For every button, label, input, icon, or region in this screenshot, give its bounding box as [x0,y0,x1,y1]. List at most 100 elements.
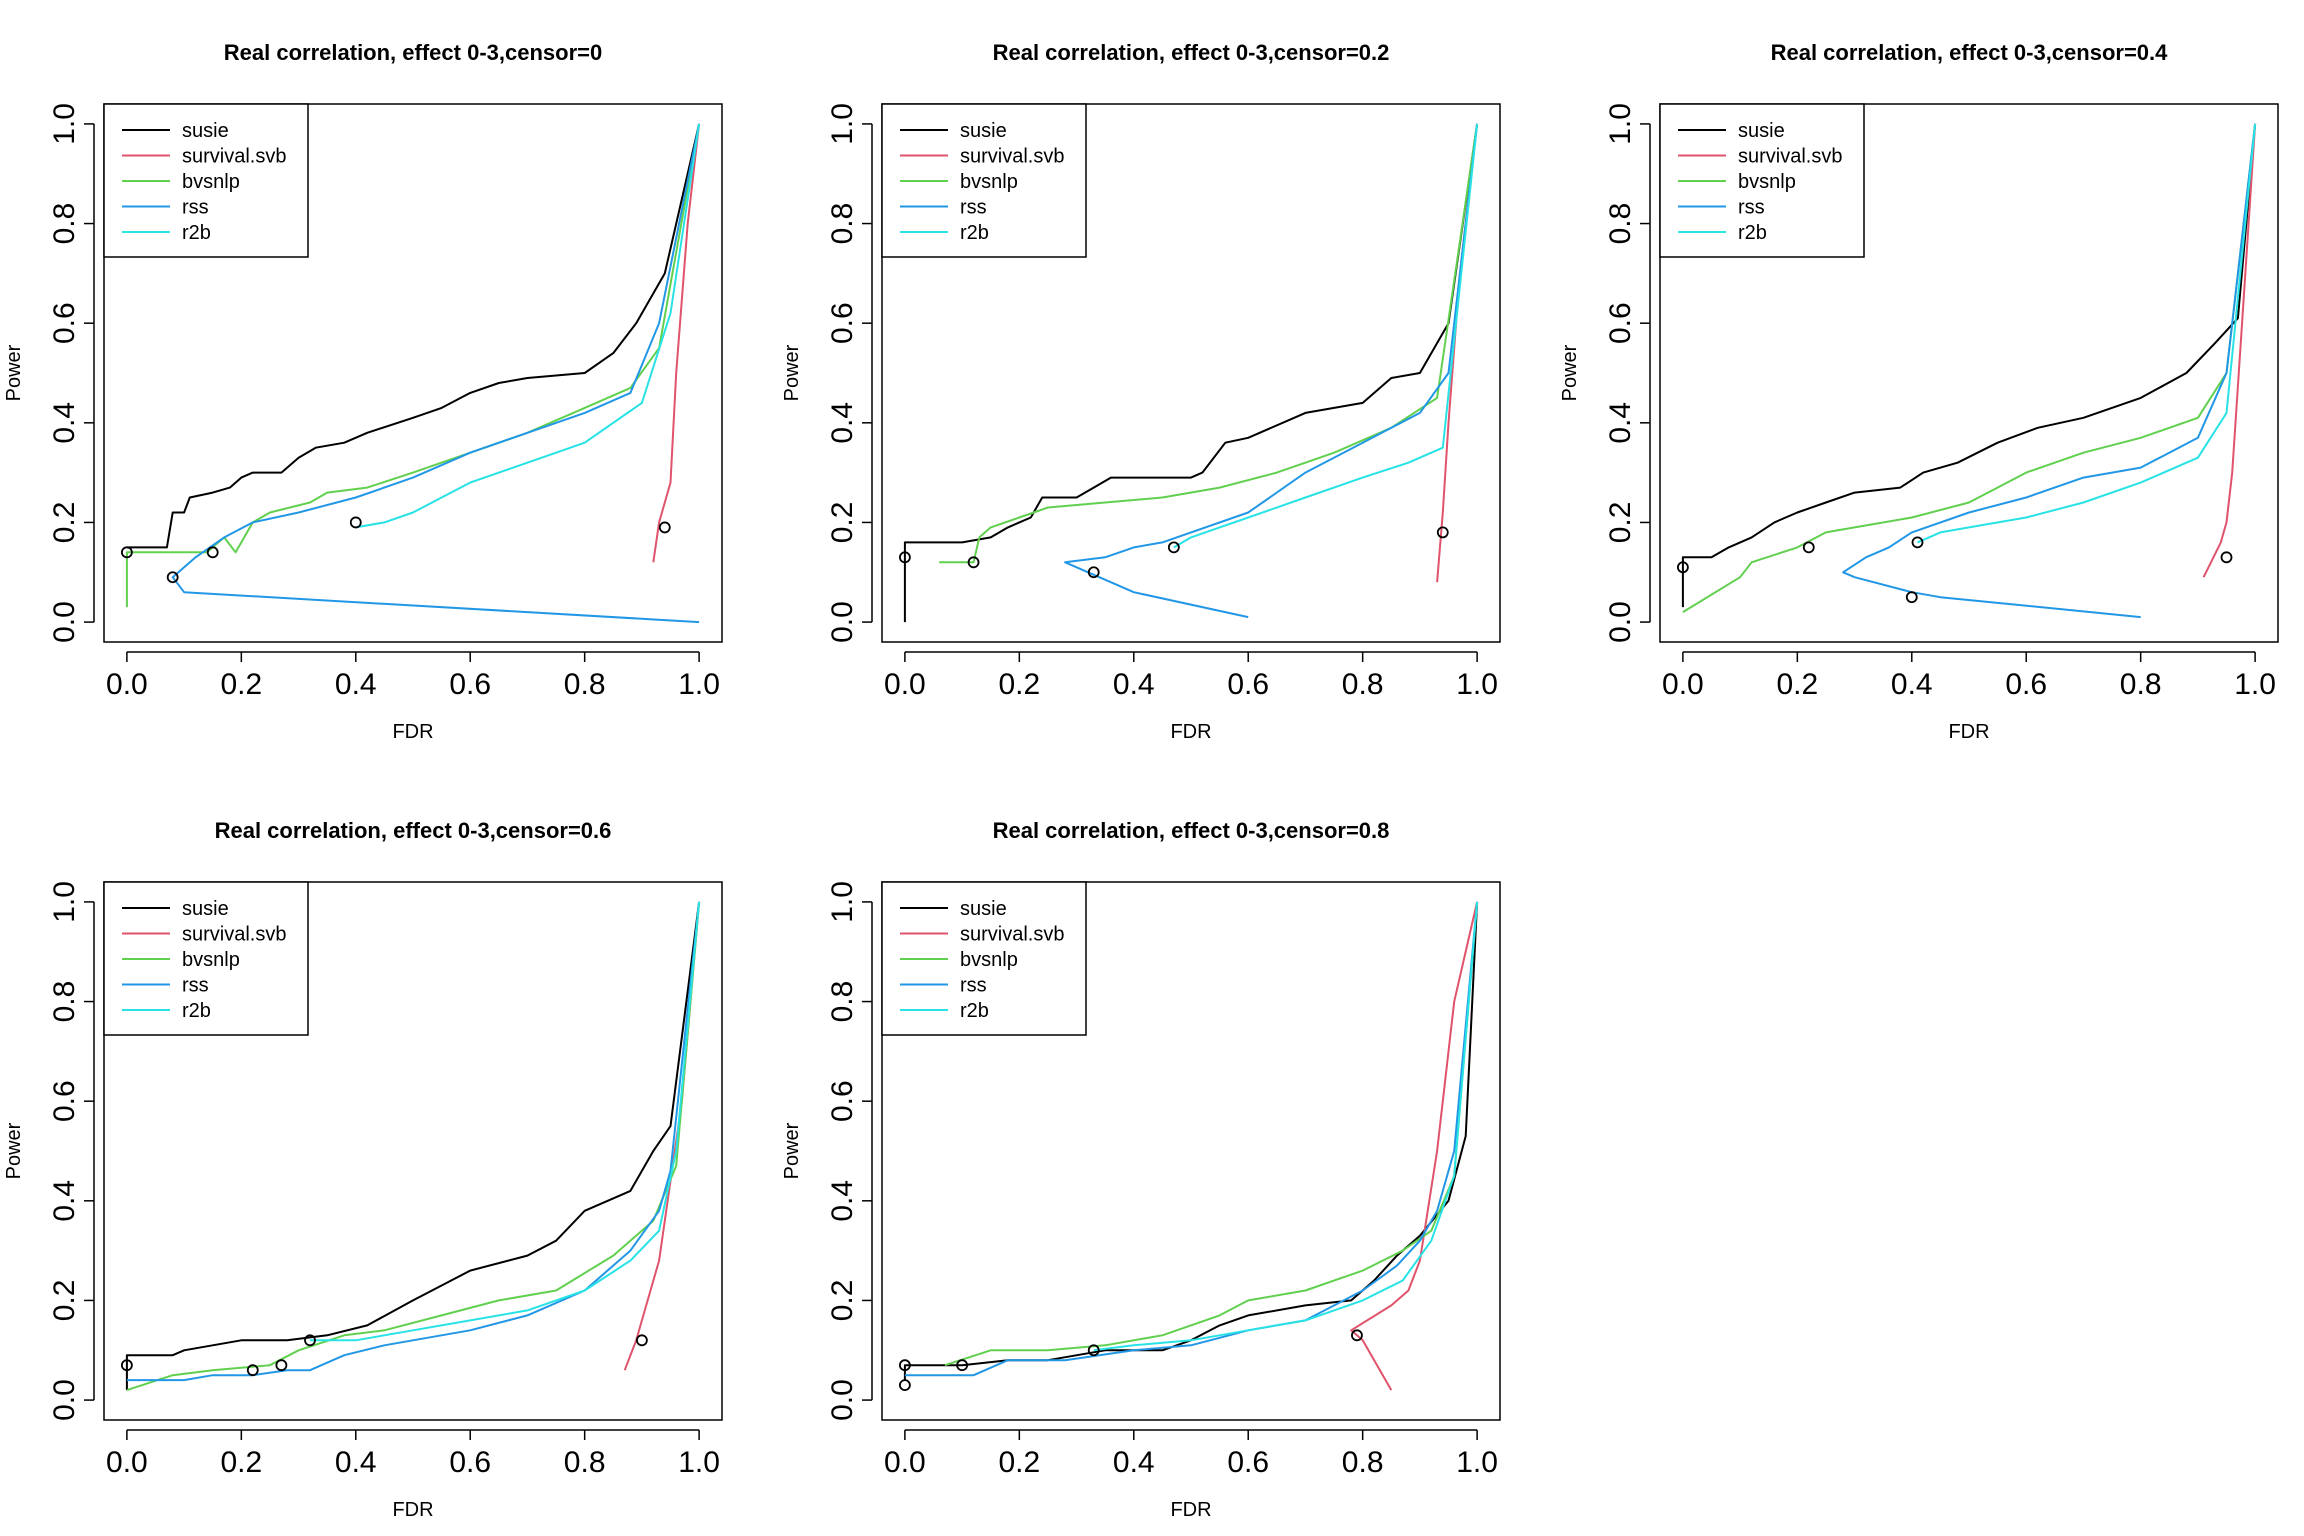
legend-label: rss [182,975,209,997]
y-tick-label: 0.4 [1604,402,1637,444]
legend-label: bvsnlp [182,171,240,193]
y-tick-label: 0.4 [48,1180,81,1222]
series-marker-survival.svb [658,521,671,534]
series-line-r2b [355,123,701,529]
legend-label: r2b [1738,222,1767,244]
legend: susie survival.svb bvsnlp rss r2b [103,103,309,258]
x-tick-label: 0.8 [1342,1446,1384,1479]
x-tick-label: 1.0 [678,668,720,701]
x-tick-label: 0.2 [1776,668,1818,701]
legend-label: survival.svb [182,924,286,946]
series-line-survival.svb [652,123,701,563]
legend-label: bvsnlp [182,949,240,971]
x-tick-label: 0.2 [998,668,1040,701]
plot-frame [103,881,723,1421]
plot-frame [1659,103,2279,643]
series-line-rss [126,901,701,1382]
legend-label: r2b [960,1000,989,1022]
series-marker-bvsnlp [206,546,219,559]
chart-panel-4: Real correlation, effect 0-3,censor=0.6 0… [3,818,723,1521]
series-line-rss [1064,123,1479,619]
series-line-r2b [1093,901,1479,1352]
series-marker-susie [120,1359,133,1372]
series-marker-bvsnlp [1802,541,1815,554]
series-line-survival.svb [1350,901,1479,1391]
series-marker-r2b [304,1334,316,1347]
legend-label: susie [1738,120,1785,142]
legend-label: susie [182,898,229,920]
x-axis-label: FDR [1170,721,1211,743]
legend: susie survival.svb bvsnlp rss r2b [881,103,1087,258]
x-tick-label: 0.4 [1113,1446,1155,1479]
series-line-rss [171,123,701,624]
y-axis-label: Power [3,344,25,401]
legend-label: survival.svb [960,924,1064,946]
x-tick-label: 0.4 [1113,668,1155,701]
chart-title: Real correlation, effect 0-3,censor=0.4 [1771,40,2169,65]
series-marker-rss [166,571,179,584]
legend-label: survival.svb [960,146,1064,168]
x-tick-label: 0.4 [335,1446,377,1479]
x-tick-label: 0.0 [884,668,926,701]
series-line-susie [1681,123,2257,608]
y-axis-label: Power [781,1122,803,1179]
y-tick-label: 0.8 [826,203,859,245]
series-line-r2b [1917,123,2257,544]
legend-label: r2b [182,1000,211,1022]
series-line-bvsnlp [944,901,1479,1367]
y-tick-label: 0.8 [48,981,81,1023]
x-tick-label: 1.0 [678,1446,720,1479]
chart-panel-3: Real correlation, effect 0-3,censor=0.4 0… [1559,40,2279,743]
y-tick-label: 0.0 [48,601,81,643]
legend-label: rss [182,197,209,219]
series-marker-survival.svb [1436,526,1449,539]
series-line-bvsnlp [1682,123,2257,613]
x-tick-label: 0.2 [220,1446,262,1479]
legend-label: bvsnlp [960,171,1018,193]
y-tick-label: 0.8 [48,203,81,245]
series-marker-bvsnlp [967,556,980,569]
x-tick-label: 0.4 [335,668,377,701]
series-line-survival.svb [623,901,701,1371]
legend: susie survival.svb bvsnlp rss r2b [103,881,309,1036]
x-tick-label: 0.8 [2120,668,2162,701]
y-tick-label: 0.6 [826,302,859,344]
y-tick-label: 0.4 [48,402,81,444]
y-tick-label: 0.2 [48,502,81,544]
y-tick-label: 0.2 [1604,502,1637,544]
legend-label: r2b [182,222,211,244]
x-tick-label: 0.6 [1227,1446,1269,1479]
y-tick-label: 0.6 [826,1080,859,1122]
y-tick-label: 0.0 [826,601,859,643]
y-tick-label: 0.4 [826,402,859,444]
x-tick-label: 0.0 [106,668,148,701]
y-axis-label: Power [3,1122,25,1179]
y-tick-label: 0.2 [826,502,859,544]
series-marker-bvsnlp [956,1359,969,1372]
x-axis-label: FDR [1948,721,1989,743]
series-marker-susie [120,546,133,559]
series-marker-survival.svb [1351,1329,1363,1342]
series-marker-susie [1676,561,1689,574]
legend-label: rss [960,975,987,997]
legend-label: susie [182,120,229,142]
series-marker-susie [898,1359,911,1372]
legend-label: survival.svb [1738,146,1842,168]
series-marker-rss [898,1379,911,1392]
series-marker-survival.svb [2220,551,2233,564]
y-tick-label: 1.0 [826,103,859,145]
y-tick-label: 0.6 [48,302,81,344]
y-tick-label: 0.2 [48,1280,81,1322]
x-tick-label: 1.0 [1456,668,1498,701]
legend-label: susie [960,120,1007,142]
plot-frame [881,881,1501,1421]
legend-label: susie [960,898,1007,920]
series-marker-rss [1087,566,1100,579]
y-tick-label: 0.6 [48,1080,81,1122]
series-marker-r2b [1087,1344,1100,1357]
series-marker-r2b [1911,536,1924,549]
x-tick-label: 0.8 [564,668,606,701]
chart-title: Real correlation, effect 0-3,censor=0.8 [993,818,1390,843]
series-marker-susie [898,551,911,564]
y-tick-label: 1.0 [826,881,859,923]
